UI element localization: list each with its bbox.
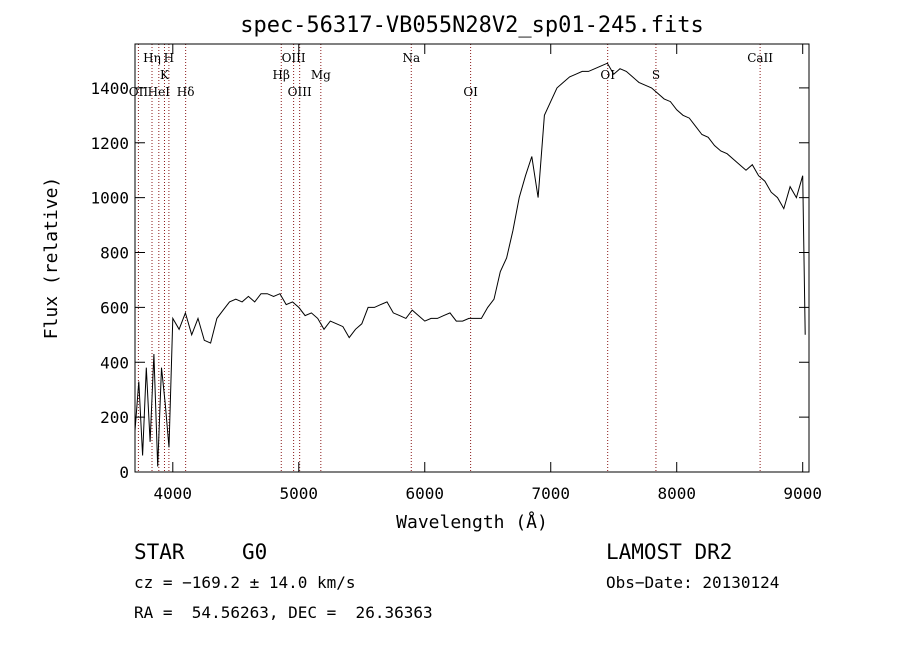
x-tick-label: 9000: [783, 484, 822, 503]
survey-name: LAMOST DR2: [606, 540, 733, 564]
redshift-info: cz = −169.2 ± 14.0 km/s: [134, 573, 356, 592]
x-tick-label: 8000: [657, 484, 696, 503]
observation-date: Obs−Date: 20130124: [606, 573, 780, 592]
y-tick-label: 400: [100, 353, 129, 372]
spectral-line-label: H: [164, 51, 174, 65]
y-tick-label: 600: [100, 298, 129, 317]
spectral-line-label: OII: [129, 85, 149, 99]
spectral-line-label: CaII: [747, 51, 773, 65]
y-tick-label: 0: [119, 463, 129, 482]
plot-frame: [134, 43, 810, 473]
spectral-line-label: Hδ: [177, 85, 195, 99]
spectral-line-label: K: [160, 68, 170, 82]
spectral-line-label: Hβ: [273, 68, 290, 82]
y-tick-label: 1400: [90, 79, 129, 98]
object-class: STAR: [134, 540, 185, 564]
spectral-line-markers: [137, 44, 761, 472]
y-tick-label: 800: [100, 244, 129, 263]
spectral-line-label: OIII: [282, 51, 306, 65]
object-subclass: G0: [242, 540, 268, 564]
spectral-line-labels: OII Hη HeI KH Hδ Hβ OIII OIII Mg Na OI OI S CaII: [129, 51, 774, 99]
y-axis-label: Flux (relative): [41, 177, 62, 340]
spectrum-line: [134, 62, 806, 467]
y-tick-label: 200: [100, 408, 129, 427]
chart-title: spec-56317-VB055N28V2_sp01-245.fits: [240, 13, 704, 38]
x-tick-label: 6000: [405, 484, 444, 503]
x-tick-label: 7000: [531, 484, 570, 503]
spectral-line-label: Hη: [143, 51, 161, 65]
spectral-line-label: OIII: [288, 85, 312, 99]
spectral-line-label: OI: [600, 68, 615, 82]
y-tick-label: 1200: [90, 134, 129, 153]
x-tick-label: 4000: [154, 484, 193, 503]
y-axis-ticks: 0 200 400 600 800 1000 1200 1400: [90, 79, 809, 482]
x-axis-ticks: 4000 5000 6000 7000 8000 9000: [154, 44, 822, 503]
coordinates: RA = 54.56263, DEC = 26.36363: [134, 603, 433, 622]
x-axis-label: Wavelength (Å): [396, 511, 548, 533]
spectral-line-label: S: [652, 68, 660, 82]
spectral-line-label: HeI: [148, 85, 171, 99]
x-tick-label: 5000: [280, 484, 319, 503]
spectral-line-label: Na: [402, 51, 420, 65]
y-tick-label: 1000: [90, 189, 129, 208]
spectral-line-label: Mg: [311, 68, 331, 82]
spectral-line-label: OI: [463, 85, 478, 99]
